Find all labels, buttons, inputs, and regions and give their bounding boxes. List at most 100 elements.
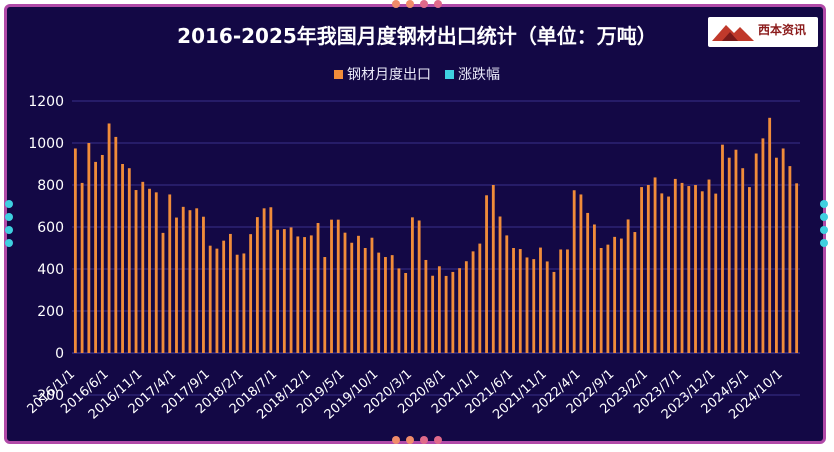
bar: [545, 261, 549, 353]
decor-dot: [392, 0, 400, 8]
bar: [734, 149, 738, 353]
bar: [100, 154, 104, 353]
bar: [485, 195, 488, 353]
brand-logo: 西本资讯: [708, 17, 818, 47]
bar: [357, 235, 360, 353]
bar: [539, 247, 542, 353]
bar: [255, 217, 259, 353]
bar: [384, 257, 387, 353]
legend-item-exports[interactable]: 钢材月度出口: [334, 64, 431, 84]
bar: [370, 237, 374, 353]
decor-dot: [5, 213, 13, 221]
bar: [592, 224, 596, 353]
y-tick-label: 400: [37, 262, 64, 278]
bar: [478, 243, 482, 353]
bar: [141, 181, 145, 353]
decor-dot: [406, 436, 414, 444]
bar: [175, 217, 178, 353]
bar: [653, 177, 657, 353]
bar: [761, 138, 765, 353]
bar: [410, 217, 414, 353]
y-tick-label: 200: [37, 304, 64, 320]
bar: [121, 164, 124, 353]
bar: [673, 178, 677, 353]
bar: [127, 168, 131, 353]
bar: [795, 183, 799, 353]
bar: [424, 259, 428, 353]
bar: [552, 271, 556, 353]
bar: [646, 185, 650, 353]
y-tick-label: -200: [32, 388, 64, 404]
decor-dot: [5, 226, 13, 234]
y-tick-label: 1000: [28, 136, 64, 152]
decor-dot: [392, 436, 400, 444]
legend-label: 涨跌幅: [458, 67, 500, 83]
bar: [768, 117, 772, 353]
bar: [262, 208, 266, 353]
bar: [276, 229, 280, 353]
bar: [208, 245, 212, 353]
bar: [222, 240, 226, 353]
bar: [107, 123, 111, 353]
bar: [336, 219, 340, 353]
bar: [195, 208, 199, 353]
y-tick-label: 600: [37, 220, 64, 236]
bar: [235, 254, 239, 353]
bar: [377, 252, 381, 353]
bar: [633, 232, 637, 353]
bar: [269, 207, 273, 353]
bar: [566, 249, 569, 353]
bar: [680, 182, 684, 353]
bar: [181, 206, 185, 353]
mountain-logo-icon: [712, 25, 754, 41]
bar: [350, 242, 354, 353]
bar: [161, 232, 165, 353]
bar: [289, 227, 293, 353]
legend: 钢材月度出口 涨跌幅: [0, 64, 834, 84]
decor-dot: [434, 0, 442, 8]
bar: [599, 248, 603, 353]
bar: [579, 194, 583, 353]
bar: [154, 192, 158, 353]
bar: [323, 257, 327, 353]
bar: [73, 148, 77, 353]
bar: [572, 190, 576, 353]
decor-dot: [420, 0, 428, 8]
bar: [626, 219, 630, 353]
bar: [532, 259, 536, 353]
bar: [781, 148, 785, 353]
bar: [114, 136, 118, 353]
decor-dot: [820, 239, 828, 247]
right-decor-dots: [820, 200, 828, 247]
bar: [518, 249, 522, 353]
bar: [606, 244, 610, 353]
bar: [774, 157, 778, 353]
decor-dot: [434, 436, 442, 444]
bar: [437, 266, 441, 353]
bar: [451, 271, 455, 353]
bar: [148, 188, 151, 353]
bar: [694, 185, 697, 353]
bar: [134, 190, 138, 353]
bar: [94, 161, 98, 353]
y-tick-label: 0: [55, 346, 64, 362]
legend-swatch: [445, 69, 454, 79]
legend-swatch: [334, 69, 343, 79]
bar: [491, 185, 495, 353]
bar: [640, 187, 644, 353]
bar: [714, 193, 718, 353]
bar: [613, 236, 617, 353]
bar: [168, 194, 172, 353]
bar: [464, 261, 468, 353]
bar: [390, 255, 394, 353]
bar: [525, 257, 529, 353]
bar: [363, 248, 367, 353]
bar: [498, 216, 502, 353]
bar: [249, 234, 253, 353]
legend-item-change[interactable]: 涨跌幅: [445, 64, 500, 84]
decor-dot: [820, 213, 828, 221]
bar: [748, 187, 751, 353]
bar: [727, 157, 731, 353]
bar: [228, 233, 232, 353]
